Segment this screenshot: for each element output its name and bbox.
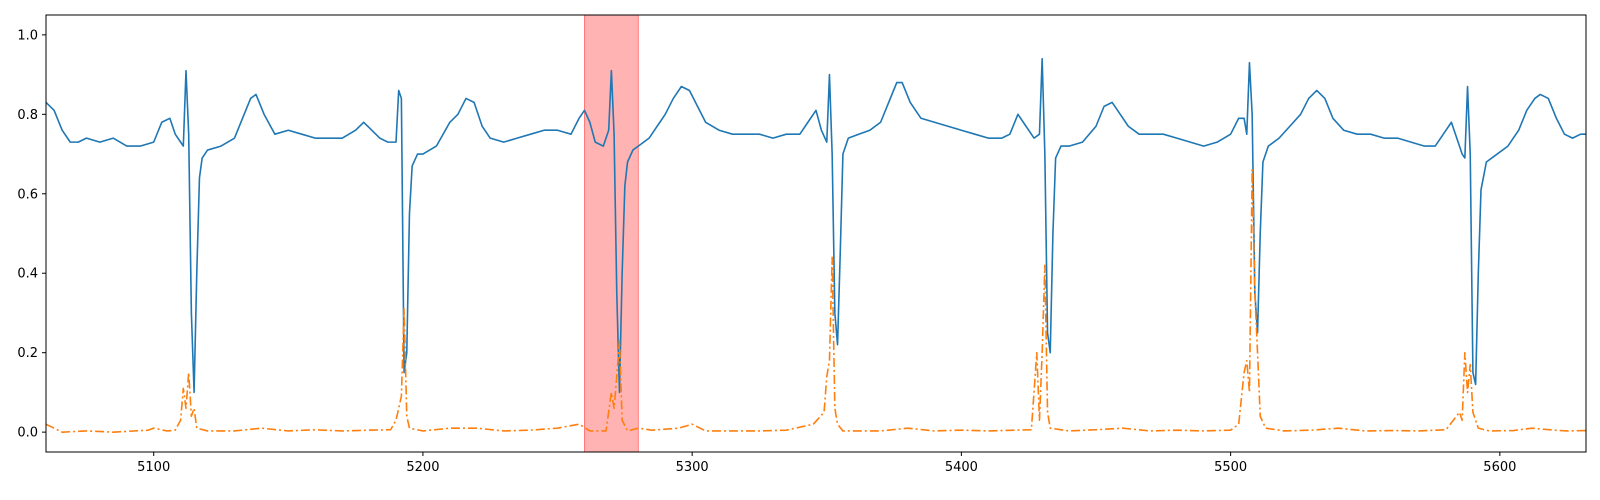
series-line-1 [46, 57, 1586, 394]
series-layer [46, 57, 1586, 433]
x-tick-label: 5600 [1483, 460, 1516, 475]
tick-layer: 5100 5200 5300 5400 5500 5600 0.0 0.2 0.4 0.6 0.8 1… [17, 28, 1516, 475]
x-tick-label: 5300 [676, 460, 709, 475]
axes-frame [45, 14, 1587, 453]
x-tick-label: 5400 [945, 460, 978, 475]
x-tick-label: 5100 [137, 460, 170, 475]
series-line-2 [46, 169, 1586, 433]
y-tick-label: 0.6 [17, 187, 38, 202]
y-tick-label: 0.0 [17, 426, 38, 441]
y-tick-label: 1.0 [17, 28, 38, 43]
x-tick-label: 5200 [406, 460, 439, 475]
y-tick-label: 0.4 [17, 267, 38, 282]
y-tick-label: 0.2 [17, 346, 38, 361]
y-tick-label: 0.8 [17, 108, 38, 123]
x-tick-label: 5500 [1214, 460, 1247, 475]
